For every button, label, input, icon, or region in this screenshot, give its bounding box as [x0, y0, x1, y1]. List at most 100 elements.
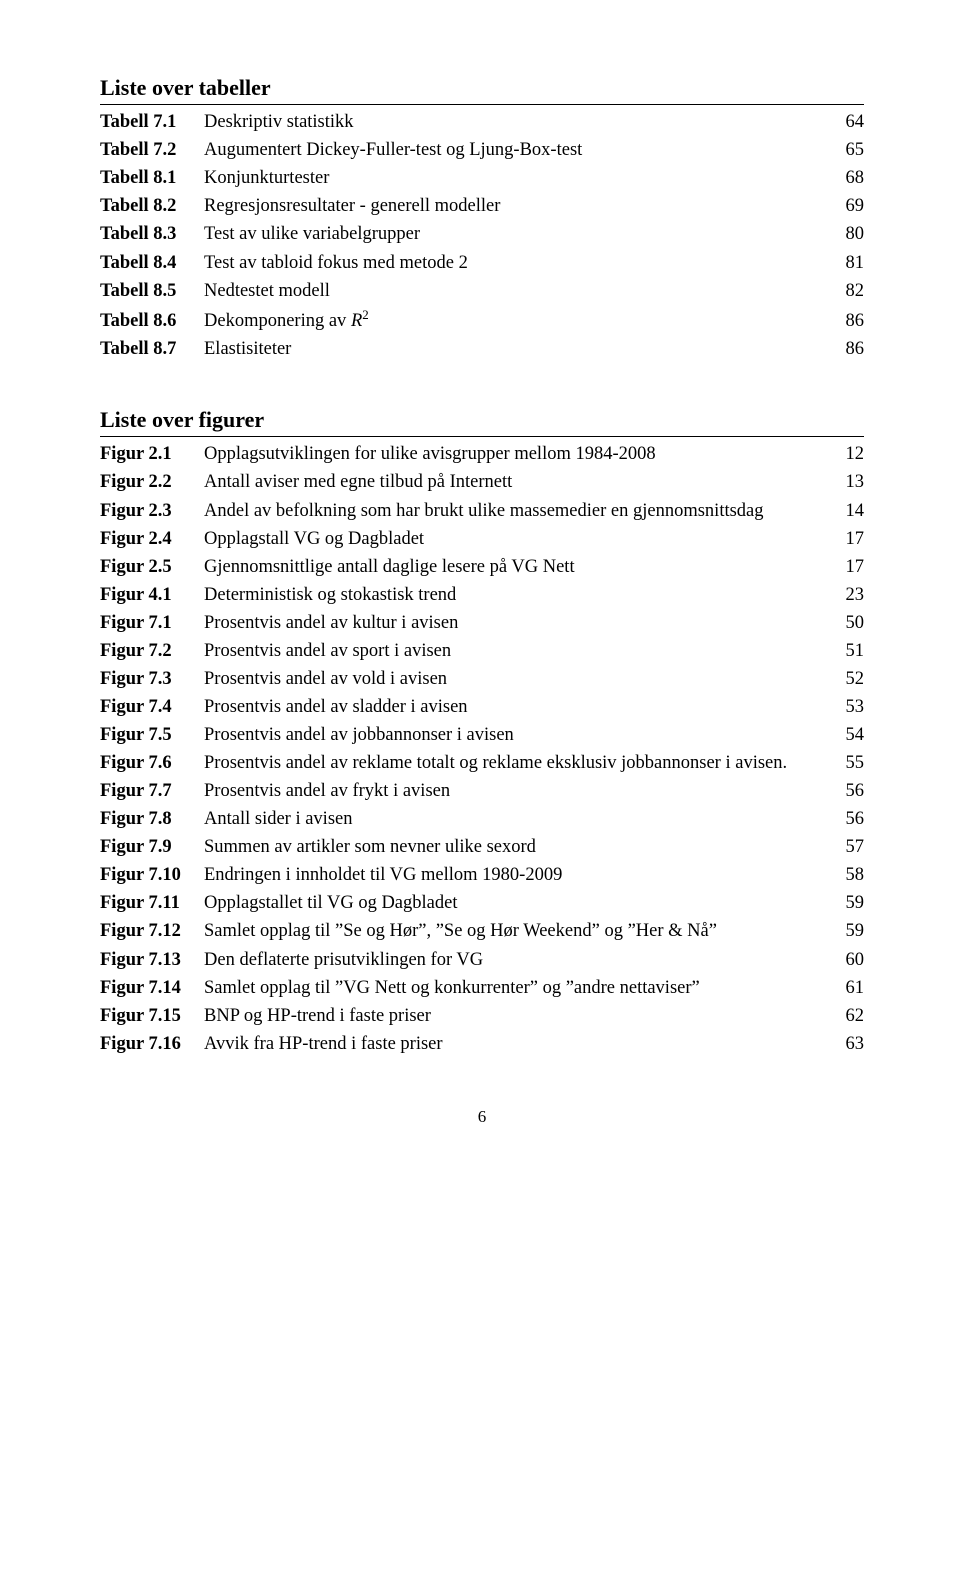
figure-row: Figur 7.9Summen av artikler som nevner u…: [100, 834, 864, 860]
table-row: Tabell 8.3Test av ulike variabelgrupper8…: [100, 221, 864, 247]
figure-label: Figur 7.13: [100, 947, 204, 973]
figure-title: Prosentvis andel av sport i avisen: [204, 638, 830, 664]
table-label: Tabell 8.5: [100, 278, 204, 304]
figure-page: 51: [830, 638, 864, 664]
table-title: Regresjonsresultater - generell modeller: [204, 193, 830, 219]
tables-heading: Liste over tabeller: [100, 72, 864, 105]
figure-page: 50: [830, 610, 864, 636]
figure-title: Prosentvis andel av jobbannonser i avise…: [204, 722, 830, 748]
table-page: 86: [830, 308, 864, 334]
figure-label: Figur 7.6: [100, 750, 204, 776]
figure-row: Figur 7.14Samlet opplag til ”VG Nett og …: [100, 975, 864, 1001]
figure-row: Figur 7.6Prosentvis andel av reklame tot…: [100, 750, 864, 776]
table-title: Deskriptiv statistikk: [204, 109, 830, 135]
table-title: Dekomponering av R2: [204, 306, 830, 334]
figure-page: 23: [830, 582, 864, 608]
figure-page: 12: [830, 441, 864, 467]
tables-list: Tabell 7.1Deskriptiv statistikk64Tabell …: [100, 109, 864, 362]
figure-page: 53: [830, 694, 864, 720]
table-title: Augumentert Dickey-Fuller-test og Ljung-…: [204, 137, 830, 163]
figure-title: Prosentvis andel av frykt i avisen: [204, 778, 830, 804]
table-page: 80: [830, 221, 864, 247]
figure-title: Antall sider i avisen: [204, 806, 830, 832]
figure-page: 17: [830, 554, 864, 580]
figures-list: Figur 2.1Opplagsutviklingen for ulike av…: [100, 441, 864, 1057]
figures-section: Liste over figurer Figur 2.1Opplagsutvik…: [100, 404, 864, 1057]
figure-label: Figur 7.16: [100, 1031, 204, 1057]
figure-title: Andel av befolkning som har brukt ulike …: [204, 498, 830, 524]
table-row: Tabell 8.2Regresjonsresultater - generel…: [100, 193, 864, 219]
figure-label: Figur 2.3: [100, 498, 204, 524]
figure-row: Figur 7.16Avvik fra HP-trend i faste pri…: [100, 1031, 864, 1057]
table-label: Tabell 8.3: [100, 221, 204, 247]
figure-row: Figur 7.11Opplagstallet til VG og Dagbla…: [100, 890, 864, 916]
figure-label: Figur 7.5: [100, 722, 204, 748]
table-row: Tabell 7.1Deskriptiv statistikk64: [100, 109, 864, 135]
page-number: 6: [100, 1105, 864, 1129]
table-title: Test av ulike variabelgrupper: [204, 221, 830, 247]
figure-page: 57: [830, 834, 864, 860]
figure-label: Figur 2.5: [100, 554, 204, 580]
figures-heading: Liste over figurer: [100, 404, 864, 437]
tables-section: Liste over tabeller Tabell 7.1Deskriptiv…: [100, 72, 864, 362]
figure-row: Figur 7.8Antall sider i avisen56: [100, 806, 864, 832]
table-label: Tabell 8.7: [100, 336, 204, 362]
table-row: Tabell 8.6Dekomponering av R286: [100, 306, 864, 334]
table-page: 65: [830, 137, 864, 163]
figure-page: 54: [830, 722, 864, 748]
table-row: Tabell 8.4Test av tabloid fokus med meto…: [100, 250, 864, 276]
figure-row: Figur 7.1Prosentvis andel av kultur i av…: [100, 610, 864, 636]
figure-page: 58: [830, 862, 864, 888]
figure-title: Den deflaterte prisutviklingen for VG: [204, 947, 830, 973]
figure-row: Figur 7.13Den deflaterte prisutviklingen…: [100, 947, 864, 973]
figure-page: 14: [830, 498, 864, 524]
figure-label: Figur 7.3: [100, 666, 204, 692]
figure-label: Figur 2.1: [100, 441, 204, 467]
table-page: 81: [830, 250, 864, 276]
table-label: Tabell 8.4: [100, 250, 204, 276]
figure-row: Figur 2.1Opplagsutviklingen for ulike av…: [100, 441, 864, 467]
figure-title: Samlet opplag til ”Se og Hør”, ”Se og Hø…: [204, 918, 830, 944]
figure-row: Figur 2.2Antall aviser med egne tilbud p…: [100, 469, 864, 495]
figure-title: Summen av artikler som nevner ulike sexo…: [204, 834, 830, 860]
figure-page: 63: [830, 1031, 864, 1057]
figure-title: Deterministisk og stokastisk trend: [204, 582, 830, 608]
figure-title: Prosentvis andel av kultur i avisen: [204, 610, 830, 636]
table-title: Elastisiteter: [204, 336, 830, 362]
table-label: Tabell 7.2: [100, 137, 204, 163]
table-page: 68: [830, 165, 864, 191]
table-title: Test av tabloid fokus med metode 2: [204, 250, 830, 276]
figure-label: Figur 7.4: [100, 694, 204, 720]
figure-page: 62: [830, 1003, 864, 1029]
figure-title: Prosentvis andel av vold i avisen: [204, 666, 830, 692]
figure-title: Gjennomsnittlige antall daglige lesere p…: [204, 554, 830, 580]
table-page: 86: [830, 336, 864, 362]
figure-label: Figur 7.1: [100, 610, 204, 636]
figure-label: Figur 7.2: [100, 638, 204, 664]
figure-row: Figur 7.4Prosentvis andel av sladder i a…: [100, 694, 864, 720]
figure-title: Avvik fra HP-trend i faste priser: [204, 1031, 830, 1057]
figure-label: Figur 7.9: [100, 834, 204, 860]
figure-label: Figur 7.12: [100, 918, 204, 944]
figure-row: Figur 2.5Gjennomsnittlige antall daglige…: [100, 554, 864, 580]
figure-row: Figur 4.1Deterministisk og stokastisk tr…: [100, 582, 864, 608]
table-row: Tabell 8.5Nedtestet modell82: [100, 278, 864, 304]
figure-page: 55: [830, 750, 864, 776]
table-row: Tabell 7.2Augumentert Dickey-Fuller-test…: [100, 137, 864, 163]
table-label: Tabell 8.2: [100, 193, 204, 219]
figure-row: Figur 7.12Samlet opplag til ”Se og Hør”,…: [100, 918, 864, 944]
figure-label: Figur 7.15: [100, 1003, 204, 1029]
figure-row: Figur 2.3Andel av befolkning som har bru…: [100, 498, 864, 524]
figure-page: 52: [830, 666, 864, 692]
table-row: Tabell 8.1Konjunkturtester68: [100, 165, 864, 191]
figure-title: Opplagsutviklingen for ulike avisgrupper…: [204, 441, 830, 467]
table-page: 69: [830, 193, 864, 219]
table-row: Tabell 8.7Elastisiteter86: [100, 336, 864, 362]
figure-label: Figur 7.7: [100, 778, 204, 804]
figure-row: Figur 7.10Endringen i innholdet til VG m…: [100, 862, 864, 888]
table-title: Konjunkturtester: [204, 165, 830, 191]
figure-page: 59: [830, 918, 864, 944]
figure-row: Figur 7.2Prosentvis andel av sport i avi…: [100, 638, 864, 664]
figure-row: Figur 2.4Opplagstall VG og Dagbladet17: [100, 526, 864, 552]
table-label: Tabell 7.1: [100, 109, 204, 135]
